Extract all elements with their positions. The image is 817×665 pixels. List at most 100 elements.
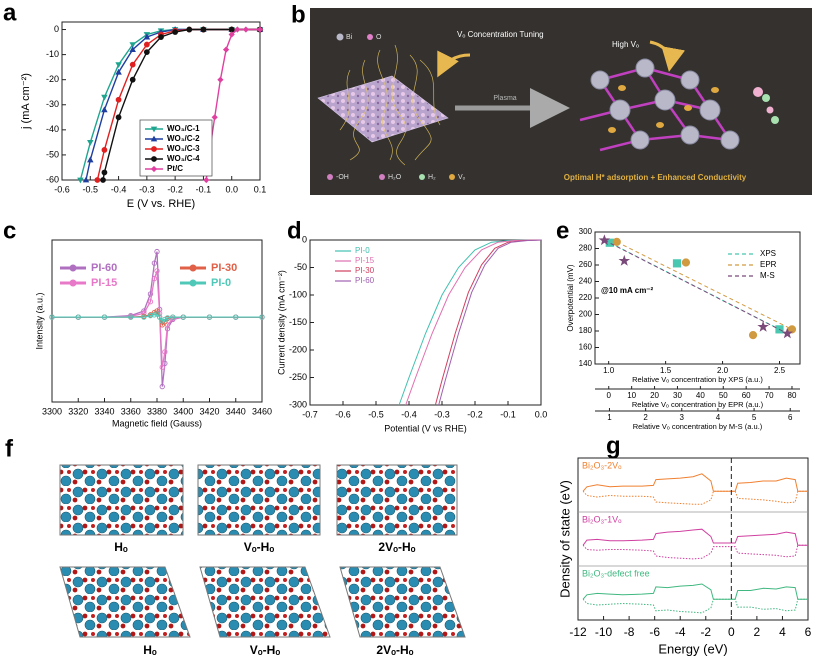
data-point bbox=[681, 258, 691, 267]
process-label: Plasma bbox=[493, 95, 516, 102]
x-tick-label: 3460 bbox=[252, 406, 272, 416]
data-point bbox=[147, 291, 154, 297]
data-point bbox=[186, 26, 193, 33]
series-line bbox=[205, 28, 260, 181]
data-point bbox=[233, 314, 239, 320]
x-tick-label: -6 bbox=[649, 625, 660, 639]
high-vo-label: High Vₒ bbox=[612, 40, 639, 49]
data-point bbox=[781, 327, 794, 339]
panel-label: c bbox=[3, 217, 16, 244]
caption: Optimal H* adsorption + Enhanced Conduct… bbox=[564, 173, 747, 182]
legend-marker bbox=[151, 156, 157, 162]
data-point bbox=[147, 299, 154, 305]
x-tick-label: 80 bbox=[788, 391, 797, 400]
y-tick-label: 180 bbox=[579, 326, 593, 335]
data-point bbox=[172, 29, 179, 35]
y-tick-label: -40 bbox=[46, 124, 59, 134]
structure bbox=[59, 464, 184, 536]
y-tick-label: -150 bbox=[289, 317, 307, 327]
plot-frame bbox=[309, 239, 542, 406]
x-tick-label: -8 bbox=[624, 625, 635, 639]
x-tick-label: -2 bbox=[700, 625, 711, 639]
trend-line bbox=[616, 241, 793, 330]
series-line bbox=[405, 239, 542, 406]
data-point bbox=[101, 169, 108, 176]
y-axis-label: Intensity (a.u.) bbox=[34, 292, 44, 349]
data-point bbox=[154, 248, 160, 255]
panel-f: f Hₒ Vₒ-Hₒ 2Vₒ-Hₒ Hₒ Vₒ-Hₒ 2Vₒ-Hₒ bbox=[5, 435, 466, 657]
legend-label: PI-60 bbox=[355, 276, 375, 285]
y-tick-label: -10 bbox=[46, 49, 59, 59]
legend-label: PI-60 bbox=[91, 262, 117, 274]
structure-label: Hₒ bbox=[114, 540, 128, 554]
x-tick-label: 4 bbox=[716, 413, 721, 422]
data-point bbox=[129, 61, 136, 68]
data-point bbox=[49, 314, 55, 320]
panel-label: e bbox=[556, 217, 569, 244]
x-tick-label: -0.5 bbox=[368, 409, 384, 419]
data-point bbox=[87, 156, 94, 163]
tuning-label: Vₒ Concentration Tuning bbox=[457, 30, 544, 39]
data-point bbox=[618, 254, 631, 266]
y-tick-label: -50 bbox=[294, 262, 307, 272]
data-point bbox=[158, 34, 164, 40]
data-point bbox=[143, 41, 150, 48]
x-tick-label: 6 bbox=[788, 413, 793, 422]
legend-label: XPS bbox=[760, 249, 776, 258]
x-tick-label: 3380 bbox=[147, 406, 167, 416]
y-tick-label: 260 bbox=[579, 260, 593, 269]
legend-label: WO₃/C-1 bbox=[167, 124, 200, 133]
data-point bbox=[101, 314, 108, 320]
x-tick-label: -0.2 bbox=[167, 184, 183, 194]
defect-structure bbox=[579, 58, 779, 152]
x-tick-label: 60 bbox=[742, 391, 751, 400]
legend-label: EPR bbox=[760, 260, 777, 269]
y-tick-label: -30 bbox=[46, 99, 59, 109]
x-axis-label: Magnetic field (Gauss) bbox=[112, 418, 202, 428]
x-tick-label: 0 bbox=[728, 625, 735, 639]
x-tick-label: 20 bbox=[650, 391, 659, 400]
data-point bbox=[164, 322, 171, 328]
x-tick-label: 3 bbox=[680, 413, 685, 422]
data-point bbox=[143, 49, 150, 55]
plot-frame bbox=[61, 21, 261, 181]
structure bbox=[339, 566, 466, 638]
atom-legend: Bi bbox=[346, 34, 353, 41]
data-point bbox=[154, 311, 160, 317]
x-axis-label: Relative Vₒ concentration by M-S (a.u.) bbox=[633, 422, 763, 431]
x-tick-label: 4 bbox=[779, 625, 786, 639]
structure-label: Vₒ-Hₒ bbox=[244, 540, 275, 554]
data-point bbox=[94, 177, 101, 183]
y-tick-label: -250 bbox=[289, 372, 307, 382]
data-point bbox=[242, 26, 250, 33]
x-tick-label: -0.3 bbox=[139, 184, 155, 194]
data-point bbox=[154, 268, 160, 274]
legend-label: Pt/C bbox=[167, 164, 183, 173]
x-tick-label: 70 bbox=[765, 391, 774, 400]
data-point bbox=[141, 310, 147, 316]
y-tick-label: -50 bbox=[46, 149, 59, 159]
legend-label: PI-30 bbox=[355, 266, 375, 275]
x-tick-label: -0.2 bbox=[467, 409, 483, 419]
data-point bbox=[159, 383, 165, 390]
data-point bbox=[200, 26, 207, 33]
x-tick-label: 1 bbox=[607, 413, 612, 422]
x-tick-label: 3420 bbox=[199, 406, 219, 416]
data-point bbox=[151, 312, 158, 318]
x-tick-label: 2.0 bbox=[717, 366, 729, 375]
data-point bbox=[101, 106, 108, 113]
x-tick-label: 30 bbox=[673, 391, 682, 400]
x-tick-label: 1.5 bbox=[660, 366, 672, 375]
x-tick-label: 0.0 bbox=[225, 184, 238, 194]
data-point bbox=[129, 76, 136, 83]
data-point bbox=[612, 237, 621, 246]
data-point bbox=[151, 260, 158, 266]
high-vo-arrow bbox=[649, 40, 686, 72]
x-tick-label: 3400 bbox=[173, 406, 193, 416]
panel-b: b Bi O Plasma Vₒ Concentration Tuning Hi… bbox=[291, 1, 812, 195]
x-tick-label: 5 bbox=[752, 413, 757, 422]
x-tick-label: 6 bbox=[805, 625, 812, 639]
x-tick-label: -0.5 bbox=[83, 184, 99, 194]
